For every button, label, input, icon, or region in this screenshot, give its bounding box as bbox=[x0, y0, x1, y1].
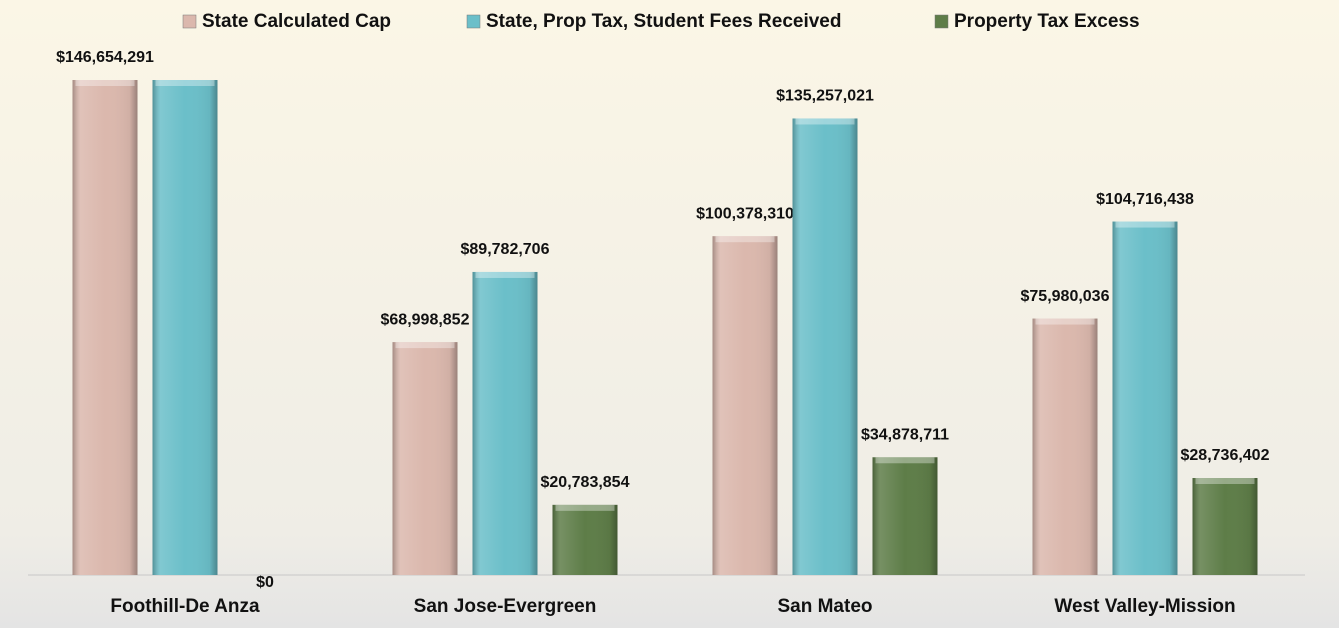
data-label: $104,716,438 bbox=[1096, 191, 1194, 208]
data-label: $28,736,402 bbox=[1181, 447, 1270, 464]
bar-shade bbox=[1192, 478, 1258, 575]
bar-cap bbox=[795, 118, 855, 125]
bar-cap bbox=[155, 80, 215, 86]
bar-shade bbox=[1112, 221, 1178, 576]
legend-marker bbox=[182, 14, 197, 29]
x-tick-label: West Valley-Mission bbox=[1054, 596, 1235, 617]
legend-marker bbox=[466, 14, 481, 29]
data-label: $89,782,706 bbox=[461, 241, 550, 258]
bar-cap bbox=[475, 271, 535, 278]
bar-cap bbox=[715, 236, 775, 243]
bar-cap bbox=[1035, 318, 1095, 325]
bar-shade bbox=[72, 80, 138, 575]
bar-cap bbox=[1115, 221, 1175, 228]
x-tick-label: Foothill-De Anza bbox=[110, 596, 260, 617]
data-label: $34,878,711 bbox=[861, 426, 949, 443]
bar-shade bbox=[552, 504, 618, 575]
legend-marker bbox=[934, 14, 949, 29]
legend-label: State, Prop Tax, Student Fees Received bbox=[486, 11, 841, 32]
data-label: $146,654,291 bbox=[56, 49, 154, 66]
data-label: $0 bbox=[256, 574, 274, 591]
bar-shade bbox=[392, 342, 458, 575]
bar-shade bbox=[1032, 318, 1098, 575]
x-tick-label: San Mateo bbox=[777, 596, 872, 617]
bar-cap bbox=[875, 457, 935, 464]
bar-shade bbox=[712, 236, 778, 575]
bar-shade bbox=[792, 118, 858, 576]
data-label: $135,257,021 bbox=[776, 88, 874, 105]
data-label: $75,980,036 bbox=[1021, 288, 1110, 305]
legend-label: State Calculated Cap bbox=[202, 11, 391, 32]
bar-cap bbox=[555, 504, 615, 511]
bar-shade bbox=[872, 457, 938, 575]
x-tick-label: San Jose-Evergreen bbox=[414, 596, 597, 617]
data-label: $68,998,852 bbox=[381, 311, 470, 328]
bar-cap bbox=[1195, 478, 1255, 485]
data-label: $20,783,854 bbox=[541, 474, 630, 491]
bar-cap bbox=[75, 80, 135, 86]
data-label: $100,378,310 bbox=[696, 205, 794, 222]
bar-shade bbox=[152, 80, 218, 575]
legend-label: Property Tax Excess bbox=[954, 11, 1140, 32]
bar-shade bbox=[472, 271, 538, 575]
bar-cap bbox=[395, 342, 455, 349]
